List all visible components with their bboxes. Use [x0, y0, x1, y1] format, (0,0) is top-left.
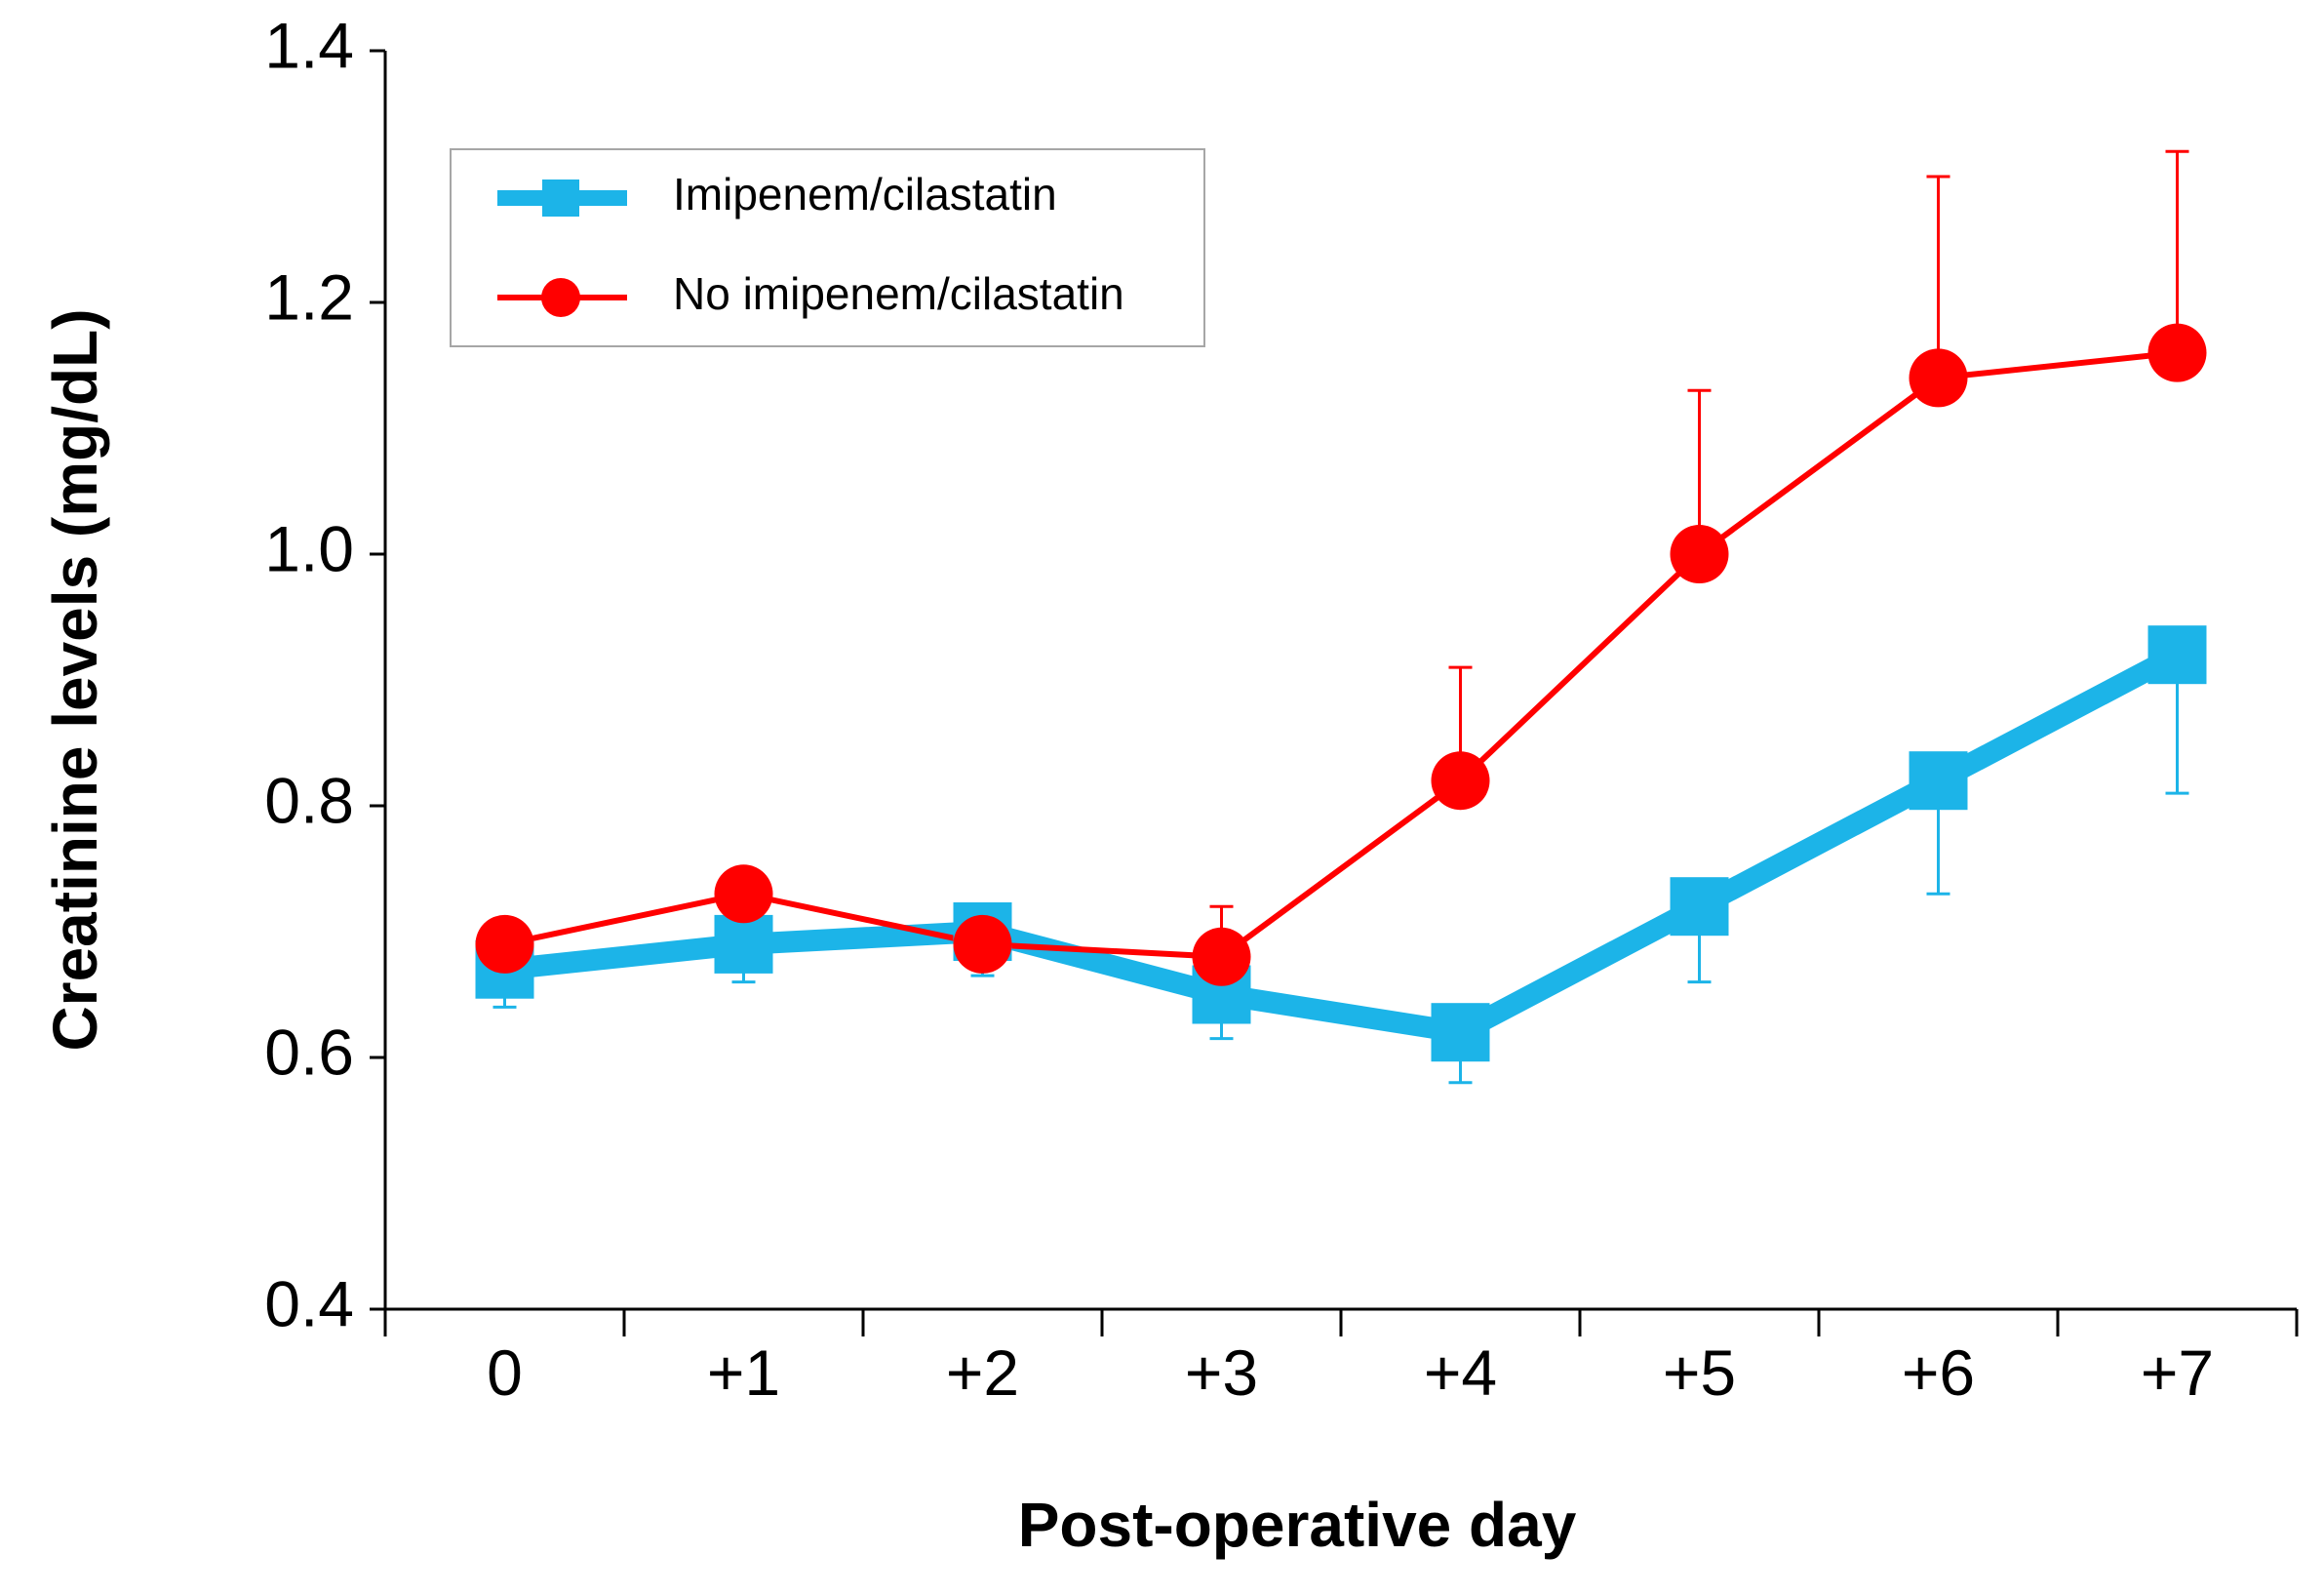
y-tick-label: 0.6 [264, 1016, 354, 1088]
no-imipenem-series-line [503, 349, 2178, 960]
no-imipenem-point [1192, 927, 1251, 986]
imipenem-point [714, 914, 773, 974]
series-lines [503, 349, 2183, 1044]
x-tick-label: +6 [1902, 1336, 1975, 1409]
y-tick-label: 1.4 [264, 9, 354, 81]
x-tick-label: +3 [1185, 1336, 1258, 1409]
legend-imipenem-label: Imipenem/cilastatin [673, 169, 1057, 219]
no-imipenem-point [714, 864, 773, 924]
imipenem-point [2147, 625, 2207, 685]
no-imipenem-point [1431, 751, 1490, 811]
x-tick-label: 0 [487, 1336, 523, 1409]
x-tick-label: +4 [1424, 1336, 1497, 1409]
y-tick-label: 0.4 [264, 1267, 354, 1339]
y-tick-label: 1.2 [264, 260, 354, 333]
x-tick-label: +5 [1663, 1336, 1736, 1409]
series-markers [475, 323, 2207, 1062]
x-tick-label: +2 [946, 1336, 1019, 1409]
y-axis-title: Creatinine levels (mg/dL) [40, 308, 110, 1051]
legend-imipenem-marker [542, 179, 579, 217]
ticks: 0.4 0.6 0.8 1.0 1.2 1.4 0 +1 +2 +3 +4 +5 +6 +7 [264, 9, 2299, 1409]
x-tick-label: +1 [707, 1336, 780, 1409]
imipenem-point [1670, 877, 1729, 937]
x-axis-title: Post-operative day [1018, 1490, 1577, 1560]
imipenem-series-line [503, 645, 2183, 1044]
no-imipenem-point [1909, 348, 1968, 408]
y-tick-label: 1.0 [264, 512, 354, 584]
no-imipenem-point [2147, 323, 2207, 382]
y-tick-label: 0.8 [264, 764, 354, 836]
x-tick-label: +7 [2141, 1336, 2214, 1409]
no-imipenem-point [475, 914, 534, 974]
no-imipenem-point [1670, 525, 1729, 583]
legend-no-imipenem-marker [541, 278, 580, 317]
legend: Imipenem/cilastatin No imipenem/cilastati… [450, 148, 1205, 347]
legend-no-imipenem-label: No imipenem/cilastatin [673, 268, 1124, 319]
no-imipenem-point [953, 914, 1012, 974]
imipenem-point [1909, 751, 1968, 811]
imipenem-point [1431, 1003, 1490, 1062]
